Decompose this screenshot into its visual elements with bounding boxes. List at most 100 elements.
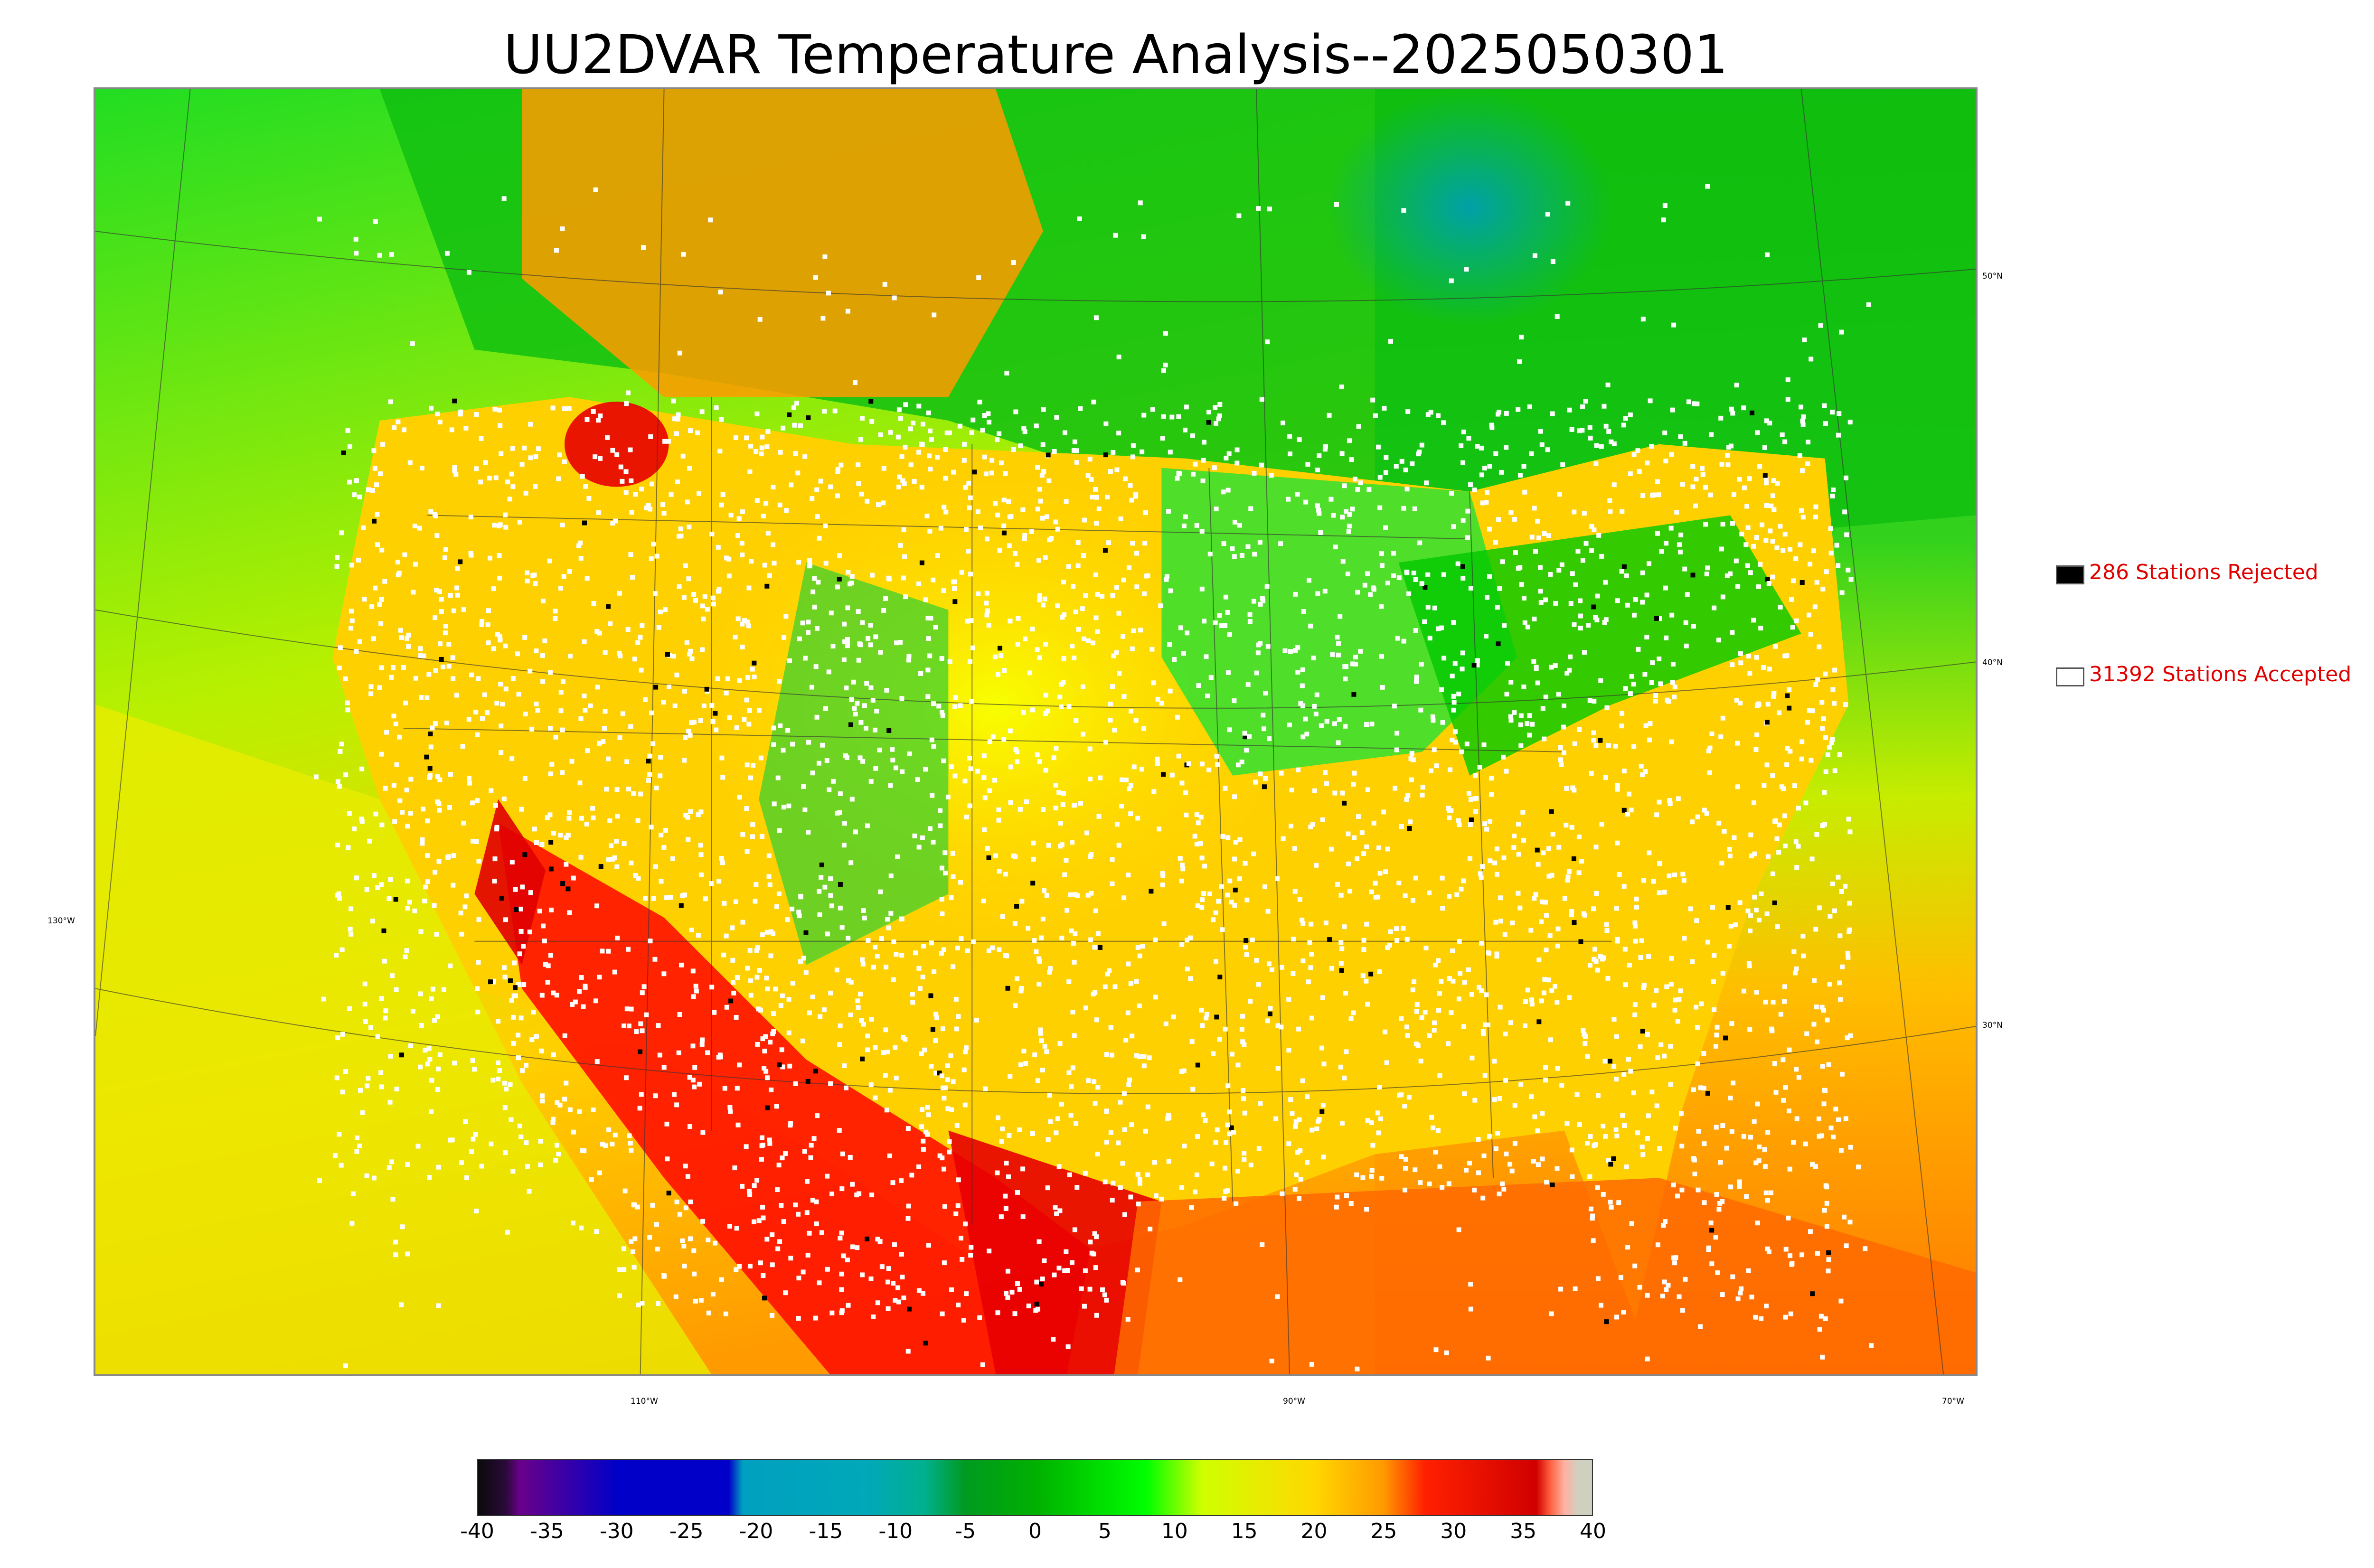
station-marker — [347, 1006, 352, 1011]
station-marker — [747, 469, 753, 474]
station-marker — [359, 817, 364, 822]
station-marker — [558, 690, 564, 695]
station-marker — [1484, 500, 1489, 505]
station-marker — [1128, 483, 1133, 488]
station-marker — [895, 1285, 901, 1290]
station-marker — [1720, 522, 1725, 527]
station-marker — [777, 828, 782, 833]
station-marker — [1658, 1042, 1664, 1047]
station-marker — [1314, 863, 1319, 868]
station-marker — [542, 939, 547, 944]
station-marker — [1414, 679, 1419, 684]
station-marker — [1273, 1116, 1279, 1121]
station-marker — [1252, 552, 1257, 557]
station-marker — [1128, 981, 1133, 986]
station-marker — [455, 566, 460, 571]
station-marker — [674, 1199, 679, 1204]
station-marker — [769, 1087, 774, 1092]
station-marker — [1708, 1221, 1714, 1226]
station-marker — [1204, 654, 1209, 659]
station-marker — [783, 614, 789, 619]
station-marker — [1775, 924, 1780, 930]
station-marker — [1003, 872, 1008, 877]
station-marker — [1032, 938, 1037, 943]
station-marker — [494, 701, 499, 706]
station-marker — [629, 509, 634, 515]
station-marker — [1399, 824, 1404, 829]
station-marker — [407, 900, 412, 905]
station-marker — [1823, 421, 1828, 426]
station-marker — [1606, 429, 1611, 434]
station-marker — [362, 597, 367, 602]
station-marker — [1591, 906, 1596, 911]
station-marker — [1608, 1200, 1613, 1205]
station-marker — [1620, 1113, 1625, 1118]
station-marker — [1788, 749, 1793, 754]
station-marker — [885, 1050, 890, 1054]
station-marker — [1824, 569, 1829, 574]
station-marker — [1410, 898, 1415, 903]
station-marker — [1794, 865, 1799, 870]
station-marker — [1574, 1092, 1580, 1097]
station-marker — [923, 597, 928, 602]
station-marker — [798, 423, 803, 428]
station-marker — [1735, 584, 1741, 589]
station-marker — [1765, 1246, 1770, 1251]
station-marker — [1371, 587, 1376, 592]
station-marker — [952, 773, 958, 779]
station-marker — [888, 911, 894, 916]
station-marker — [962, 1102, 968, 1108]
station-marker — [1118, 1099, 1123, 1105]
station-marker — [371, 636, 377, 641]
station-marker — [727, 1224, 732, 1229]
station-marker — [1175, 476, 1180, 481]
station-marker — [947, 1149, 952, 1155]
station-marker — [1024, 799, 1029, 804]
station-marker — [705, 1050, 710, 1055]
station-marker — [606, 604, 611, 609]
station-marker — [1215, 1127, 1220, 1133]
station-marker — [1772, 1061, 1777, 1066]
station-marker — [1671, 1255, 1677, 1260]
station-marker — [1720, 1199, 1725, 1204]
station-marker — [427, 766, 433, 771]
station-marker — [548, 670, 553, 675]
station-marker — [1521, 464, 1526, 469]
station-marker — [1705, 939, 1710, 945]
station-marker — [510, 1169, 516, 1174]
station-marker — [926, 636, 931, 641]
station-marker — [1217, 413, 1222, 418]
station-marker — [1488, 776, 1494, 781]
station-marker — [1234, 1201, 1239, 1206]
station-marker — [1468, 586, 1473, 591]
station-marker — [570, 1221, 575, 1226]
station-marker — [359, 766, 365, 771]
station-marker — [1320, 817, 1325, 822]
station-marker — [1572, 509, 1577, 515]
station-marker — [1651, 879, 1656, 884]
station-marker — [913, 950, 918, 956]
station-marker — [1669, 956, 1674, 961]
station-marker — [1220, 927, 1225, 932]
station-marker — [423, 1048, 428, 1053]
station-marker — [428, 732, 433, 737]
station-marker — [1082, 1304, 1087, 1309]
station-marker — [459, 1160, 464, 1165]
station-marker — [1340, 790, 1345, 796]
station-marker — [920, 1107, 925, 1112]
station-marker — [651, 542, 656, 547]
station-marker — [1425, 412, 1431, 417]
station-marker — [819, 1230, 824, 1235]
station-marker — [674, 431, 679, 436]
station-marker — [817, 535, 822, 541]
station-marker — [1110, 684, 1115, 689]
station-marker — [644, 1012, 649, 1017]
station-marker — [1820, 823, 1825, 828]
station-marker — [945, 1063, 950, 1069]
station-marker — [642, 697, 648, 702]
station-marker — [584, 417, 590, 422]
station-marker — [1142, 591, 1147, 596]
station-marker — [1437, 1073, 1442, 1078]
station-marker — [927, 453, 932, 459]
station-marker — [1479, 445, 1484, 451]
